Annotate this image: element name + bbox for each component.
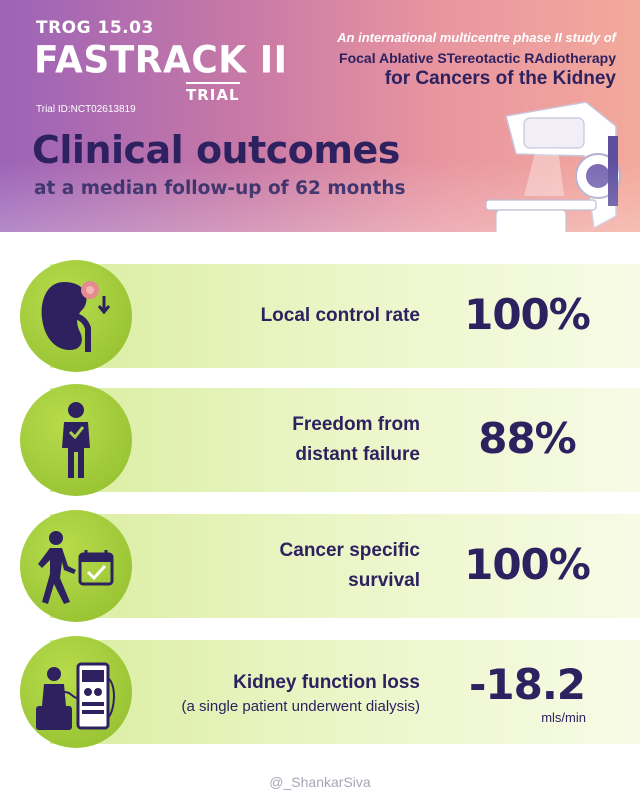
outcome-value: -18.2 xyxy=(468,660,586,709)
author-credit: @_ShankarSiva xyxy=(269,774,371,790)
outcome-value: 100% xyxy=(464,290,591,339)
study-title-line1: Focal Ablative STereotactic RAdiotherapy xyxy=(339,50,616,66)
outcome-sublabel: (a single patient underwent dialysis) xyxy=(181,698,420,715)
radiotherapy-machine-icon xyxy=(485,101,621,232)
row-band xyxy=(50,640,640,744)
page-subtitle: at a median follow-up of 62 months xyxy=(34,178,406,199)
outcome-label-line1: Freedom from xyxy=(292,414,420,435)
outcome-row-kidney-function: Kidney function loss (a single patient u… xyxy=(0,636,640,748)
person-check-icon xyxy=(62,402,90,478)
trial-code: TROG 15.03 xyxy=(36,18,154,38)
kidney-tumor-icon xyxy=(41,281,111,352)
outcome-value: 88% xyxy=(478,414,577,463)
outcome-label: Kidney function loss xyxy=(233,672,420,693)
outcome-row-cancer-survival: Cancer specific survival 100% xyxy=(0,510,640,622)
outcome-label-line1: Cancer specific xyxy=(279,540,420,561)
row-band xyxy=(50,264,640,368)
outcome-row-distant-failure: Freedom from distant failure 88% xyxy=(0,384,640,496)
row-band xyxy=(50,514,640,618)
trial-word: TRIAL xyxy=(186,82,240,104)
trial-name: FASTRACK II xyxy=(34,38,288,83)
study-intro: An international multicentre phase II st… xyxy=(337,30,616,45)
trial-id: Trial ID:NCT02613819 xyxy=(36,104,136,115)
outcome-label-line2: distant failure xyxy=(295,444,420,465)
walking-calendar-icon xyxy=(38,531,114,604)
dialysis-icon xyxy=(36,662,115,730)
outcome-unit: mls/min xyxy=(541,710,586,725)
outcome-value: 100% xyxy=(464,540,591,589)
row-band xyxy=(50,388,640,492)
outcome-row-local-control: Local control rate 100% xyxy=(0,260,640,372)
header-banner: TROG 15.03 FASTRACK II TRIAL Trial ID:NC… xyxy=(0,0,640,232)
outcome-label-line2: survival xyxy=(348,570,420,591)
outcome-label: Local control rate xyxy=(260,305,420,326)
study-title-line2: for Cancers of the Kidney xyxy=(384,68,616,89)
page-title: Clinical outcomes xyxy=(32,128,400,172)
